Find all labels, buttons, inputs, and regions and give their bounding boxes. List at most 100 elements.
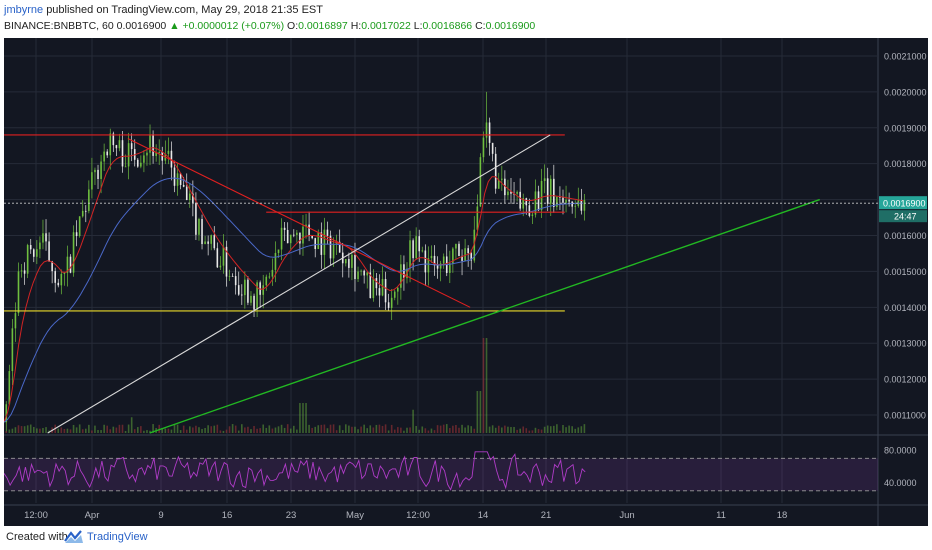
countdown-badge [879,210,927,223]
volume-bar [320,424,323,433]
candle-body [449,263,451,273]
volume-bar [81,429,84,433]
candle-body [72,232,75,273]
price-chart[interactable]: 0.0021000 0.0020000 0.0019000 0.0018000 0.00… [4,38,928,526]
candle-body [204,241,206,245]
volume-bar [188,426,191,433]
candle-body [75,232,78,237]
candle-body [100,161,102,179]
volume-bar [29,424,32,433]
volume-bar [36,428,38,433]
candle-body [84,210,87,212]
volume-bar [109,429,112,433]
candle-body [430,255,433,259]
candle-body [439,263,442,269]
candle-body [540,180,543,211]
volume-bar [427,430,430,433]
candle-body [219,265,222,268]
volume-bar [299,403,301,433]
volume-bar [445,424,448,433]
candle-body [424,250,427,273]
volume-bar [513,426,515,433]
volume-bar [231,424,234,433]
tradingview-logo-icon[interactable] [64,529,84,545]
volume-bar [455,424,457,433]
volume-bar [39,428,41,433]
volume-bar [568,425,570,433]
candle-body [195,203,197,235]
volume-bar [247,426,249,433]
moving-average-blue [4,177,584,423]
candle-body [452,248,454,264]
volume-bar [458,427,460,433]
candle-body [546,178,549,204]
candle-body [20,270,23,272]
volume-bar [403,430,405,433]
tradingview-brand[interactable]: TradingView [87,531,148,543]
volume-bar [571,426,573,433]
candle-body [317,232,320,250]
volume-bar [549,426,552,433]
candle-body [461,255,463,261]
last-price: 0.0016900 [116,20,167,32]
volume-bar [72,424,75,433]
candle-body [351,254,353,268]
volume-bar [345,424,347,433]
volume-bar [323,424,326,433]
candle-body [393,291,396,298]
volume-bar [406,427,408,433]
candle-body [531,214,534,216]
candle-body [240,294,243,296]
volume-bar [57,428,60,433]
rsi-tick-label: 80.0000 [884,446,917,456]
volume-bar [351,426,353,433]
volume-bar [421,426,424,433]
volume-bar [127,424,130,433]
volume-bar [485,338,488,433]
volume-bar [397,427,399,433]
candles [5,91,586,432]
candle-body [470,253,473,261]
volume-bar [574,428,577,433]
volume-bar [173,424,176,433]
candle-body [244,279,246,296]
volume-bar [164,428,167,433]
volume-bar [42,428,44,433]
candle-body [253,295,255,310]
candle-body [528,205,531,216]
volume-bar [14,427,17,433]
price-tick-label: 0.0014000 [884,303,927,313]
volume-bar [565,427,567,433]
volume-bar [360,426,362,433]
volume-bar [204,427,206,433]
candle-body [348,259,350,268]
volume-bar [106,425,109,433]
candle-body [213,235,216,249]
volume-bar [543,426,546,433]
volume-bar [372,427,375,433]
volume-bar [390,424,393,433]
candle-body [283,227,286,230]
open-value: 0.0016897 [298,20,348,32]
volume-bar [305,403,307,433]
volume-bar [332,424,335,433]
candle-body [559,196,561,198]
candle-body [231,276,234,277]
volume-bar [504,425,506,433]
candle-body [103,151,105,162]
candle-body [458,243,460,256]
volume-bar [170,429,173,433]
candle-body [390,297,393,308]
price-tick-label: 0.0016000 [884,231,927,241]
volume-bar [216,424,219,433]
volume-bar [210,426,213,433]
chart-area[interactable]: 0.0021000 0.0020000 0.0019000 0.0018000 0.00… [4,38,928,526]
volume-bar [522,426,525,433]
volume-bar [63,429,66,433]
high-value: 0.0017022 [361,20,411,32]
volume-bar [32,426,35,433]
candle-body [302,226,304,244]
volume-bar [75,427,78,433]
author-link[interactable]: jmbyrne [4,4,44,16]
candle-body [476,206,479,230]
